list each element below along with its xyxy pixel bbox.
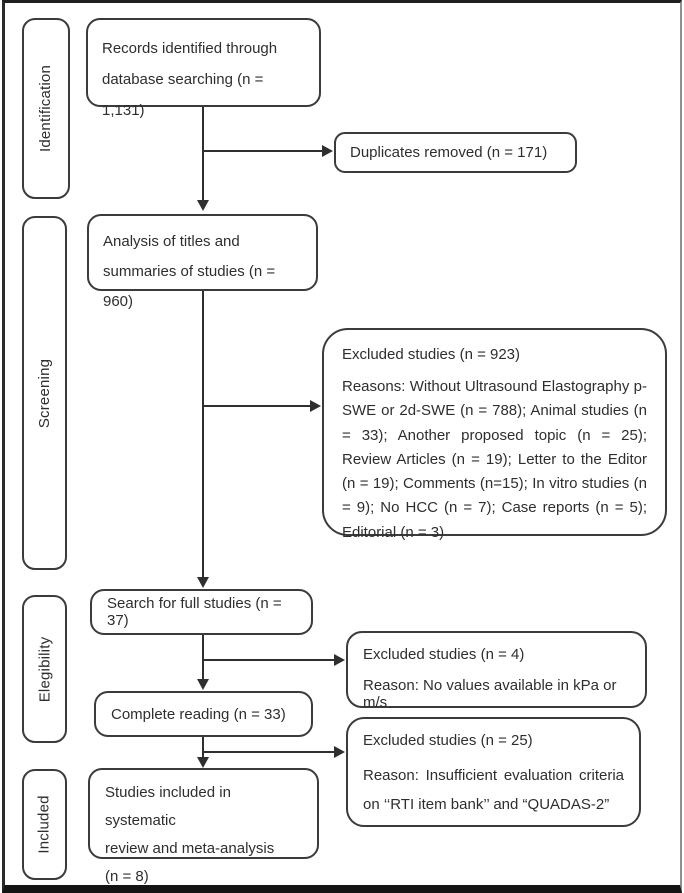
- box-excluded-eligibility: Excluded studies (n = 4) Reason: No valu…: [346, 631, 647, 711]
- stage-identification: Identification: [22, 18, 70, 199]
- stage-eligibility-label: Elegibility: [36, 636, 53, 702]
- included-line1: Studies included in systematic: [105, 784, 231, 829]
- arrow-excluded-reading-head: [334, 746, 345, 758]
- arrow-excluded-eligibility-head: [334, 654, 345, 666]
- excluded-screening-title: Excluded studies (n = 923): [342, 346, 521, 363]
- records-line1: Records identified through: [102, 40, 278, 57]
- stage-screening-label: Screening: [36, 358, 54, 428]
- box-studies-included: Studies included in systematic review an…: [88, 768, 319, 885]
- arrow-excluded-screening-head: [310, 400, 321, 412]
- box-duplicates-removed: Duplicates removed (n = 171): [334, 132, 577, 173]
- arrow-search-down-head: [197, 679, 209, 690]
- stage-eligibility: Elegibility: [22, 595, 67, 743]
- included-line2: review and meta-analysis: [105, 840, 275, 857]
- complete-reading-text: Complete reading (n = 33): [111, 705, 286, 723]
- arrow-excluded-screening-line: [203, 405, 311, 407]
- search-full-text: Search for full studies (n = 37): [107, 595, 282, 629]
- arrow-reading-down-line: [202, 736, 204, 758]
- box-excluded-reading: Excluded studies (n = 25) Reason: Insuff…: [346, 717, 641, 827]
- records-line2: database searching (n = 1,131): [102, 71, 264, 119]
- arrow-search-down-line: [202, 634, 204, 680]
- arrow-excluded-eligibility-line: [203, 659, 335, 661]
- included-line3: (n = 8): [105, 868, 149, 885]
- excluded-eligibility-body: Reason: No values available in kPa or m/…: [363, 677, 617, 711]
- arrow-records-down-line: [202, 105, 204, 201]
- excluded-reading-body: Reason: Insufficient evaluation criteria…: [363, 767, 624, 813]
- arrow-records-down-head: [197, 200, 209, 211]
- stage-included: Included: [22, 769, 67, 880]
- arrow-reading-down-head: [197, 757, 209, 768]
- box-complete-reading: Complete reading (n = 33): [94, 691, 313, 737]
- excluded-reading-title: Excluded studies (n = 25): [363, 732, 533, 749]
- arrow-analysis-down-head: [197, 577, 209, 588]
- analysis-line2: summaries of studies (n = 960): [103, 263, 276, 310]
- analysis-line1: Analysis of titles and: [103, 233, 240, 250]
- excluded-eligibility-title: Excluded studies (n = 4): [363, 646, 525, 663]
- arrow-analysis-down-line: [202, 290, 204, 578]
- box-analysis-titles: Analysis of titles and summaries of stud…: [87, 214, 318, 310]
- stage-included-label: Included: [36, 795, 53, 854]
- box-records-identified: Records identified through database sear…: [86, 18, 321, 119]
- excluded-screening-body: Reasons: Without Ultrasound Elastography…: [342, 378, 647, 541]
- duplicates-text: Duplicates removed (n = 171): [350, 144, 548, 161]
- box-excluded-screening: Excluded studies (n = 923) Reasons: With…: [322, 328, 667, 541]
- arrow-duplicates-head: [322, 145, 333, 157]
- box-search-full-studies: Search for full studies (n = 37): [90, 589, 313, 635]
- stage-identification-label: Identification: [37, 64, 55, 153]
- arrow-excluded-reading-line: [203, 751, 335, 753]
- stage-screening: Screening: [22, 216, 67, 570]
- arrow-duplicates-line: [203, 150, 323, 152]
